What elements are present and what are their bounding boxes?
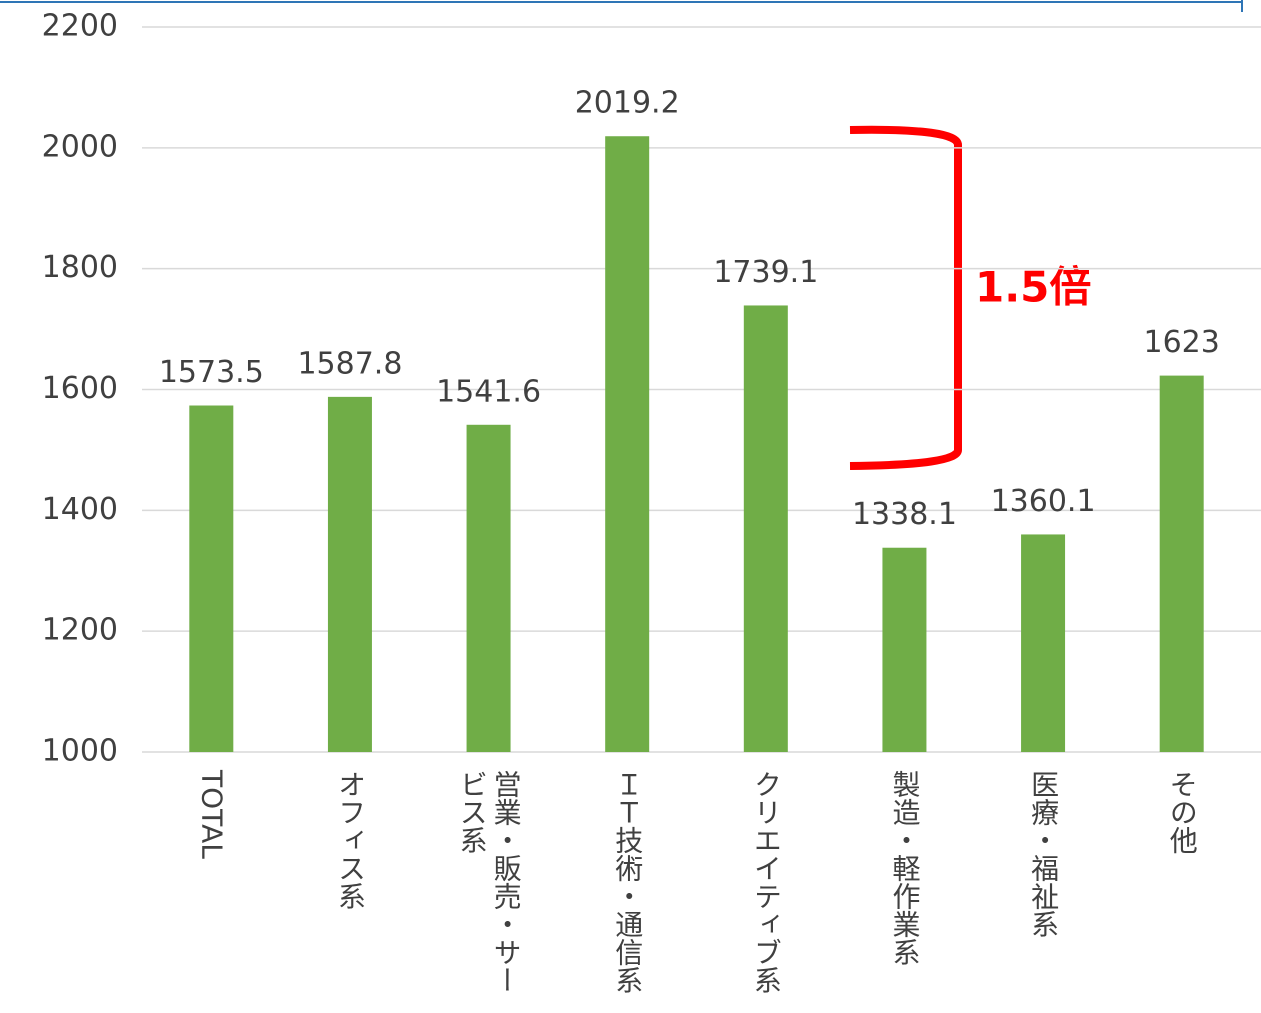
data-label: 1541.6 <box>436 374 541 409</box>
y-tick-label: 1600 <box>42 371 118 406</box>
y-tick-label: 2200 <box>42 9 118 44</box>
x-tick-label: クリエイティブ系 <box>749 770 783 994</box>
y-tick-label: 1800 <box>42 250 118 285</box>
annotation: 1.5倍 <box>975 263 1091 312</box>
y-tick-label: 1200 <box>42 613 118 648</box>
data-label: 1573.5 <box>159 355 264 390</box>
y-tick-label: 1000 <box>42 734 118 769</box>
data-label: 1360.1 <box>991 484 1096 519</box>
bar <box>327 396 372 752</box>
x-tick-label: オフィス系 <box>333 770 367 910</box>
bar <box>605 136 650 752</box>
bar <box>1159 375 1204 752</box>
x-tick-label: TOTAL <box>195 770 229 859</box>
y-tick-label: 1400 <box>42 492 118 527</box>
data-label: 2019.2 <box>575 86 680 121</box>
bar <box>743 305 788 752</box>
x-tick-label: その他 <box>1165 770 1199 854</box>
x-tick-label: ＩＴ技術・通信系 <box>611 770 645 994</box>
data-label: 1623 <box>1144 325 1220 360</box>
bar <box>882 547 927 752</box>
bar <box>466 424 511 752</box>
x-tick-label: 製造・軽作業系 <box>888 770 922 966</box>
data-label: 1587.8 <box>297 346 402 381</box>
data-label: 1338.1 <box>852 497 957 532</box>
x-tick-label: 営業・販売・サービス系 <box>455 770 523 994</box>
bar <box>1021 534 1066 752</box>
y-tick-label: 2000 <box>42 129 118 164</box>
bracket <box>849 125 962 470</box>
x-tick-label: 医療・福祉系 <box>1027 770 1061 938</box>
data-label: 1739.1 <box>713 255 818 290</box>
bar <box>189 405 234 752</box>
